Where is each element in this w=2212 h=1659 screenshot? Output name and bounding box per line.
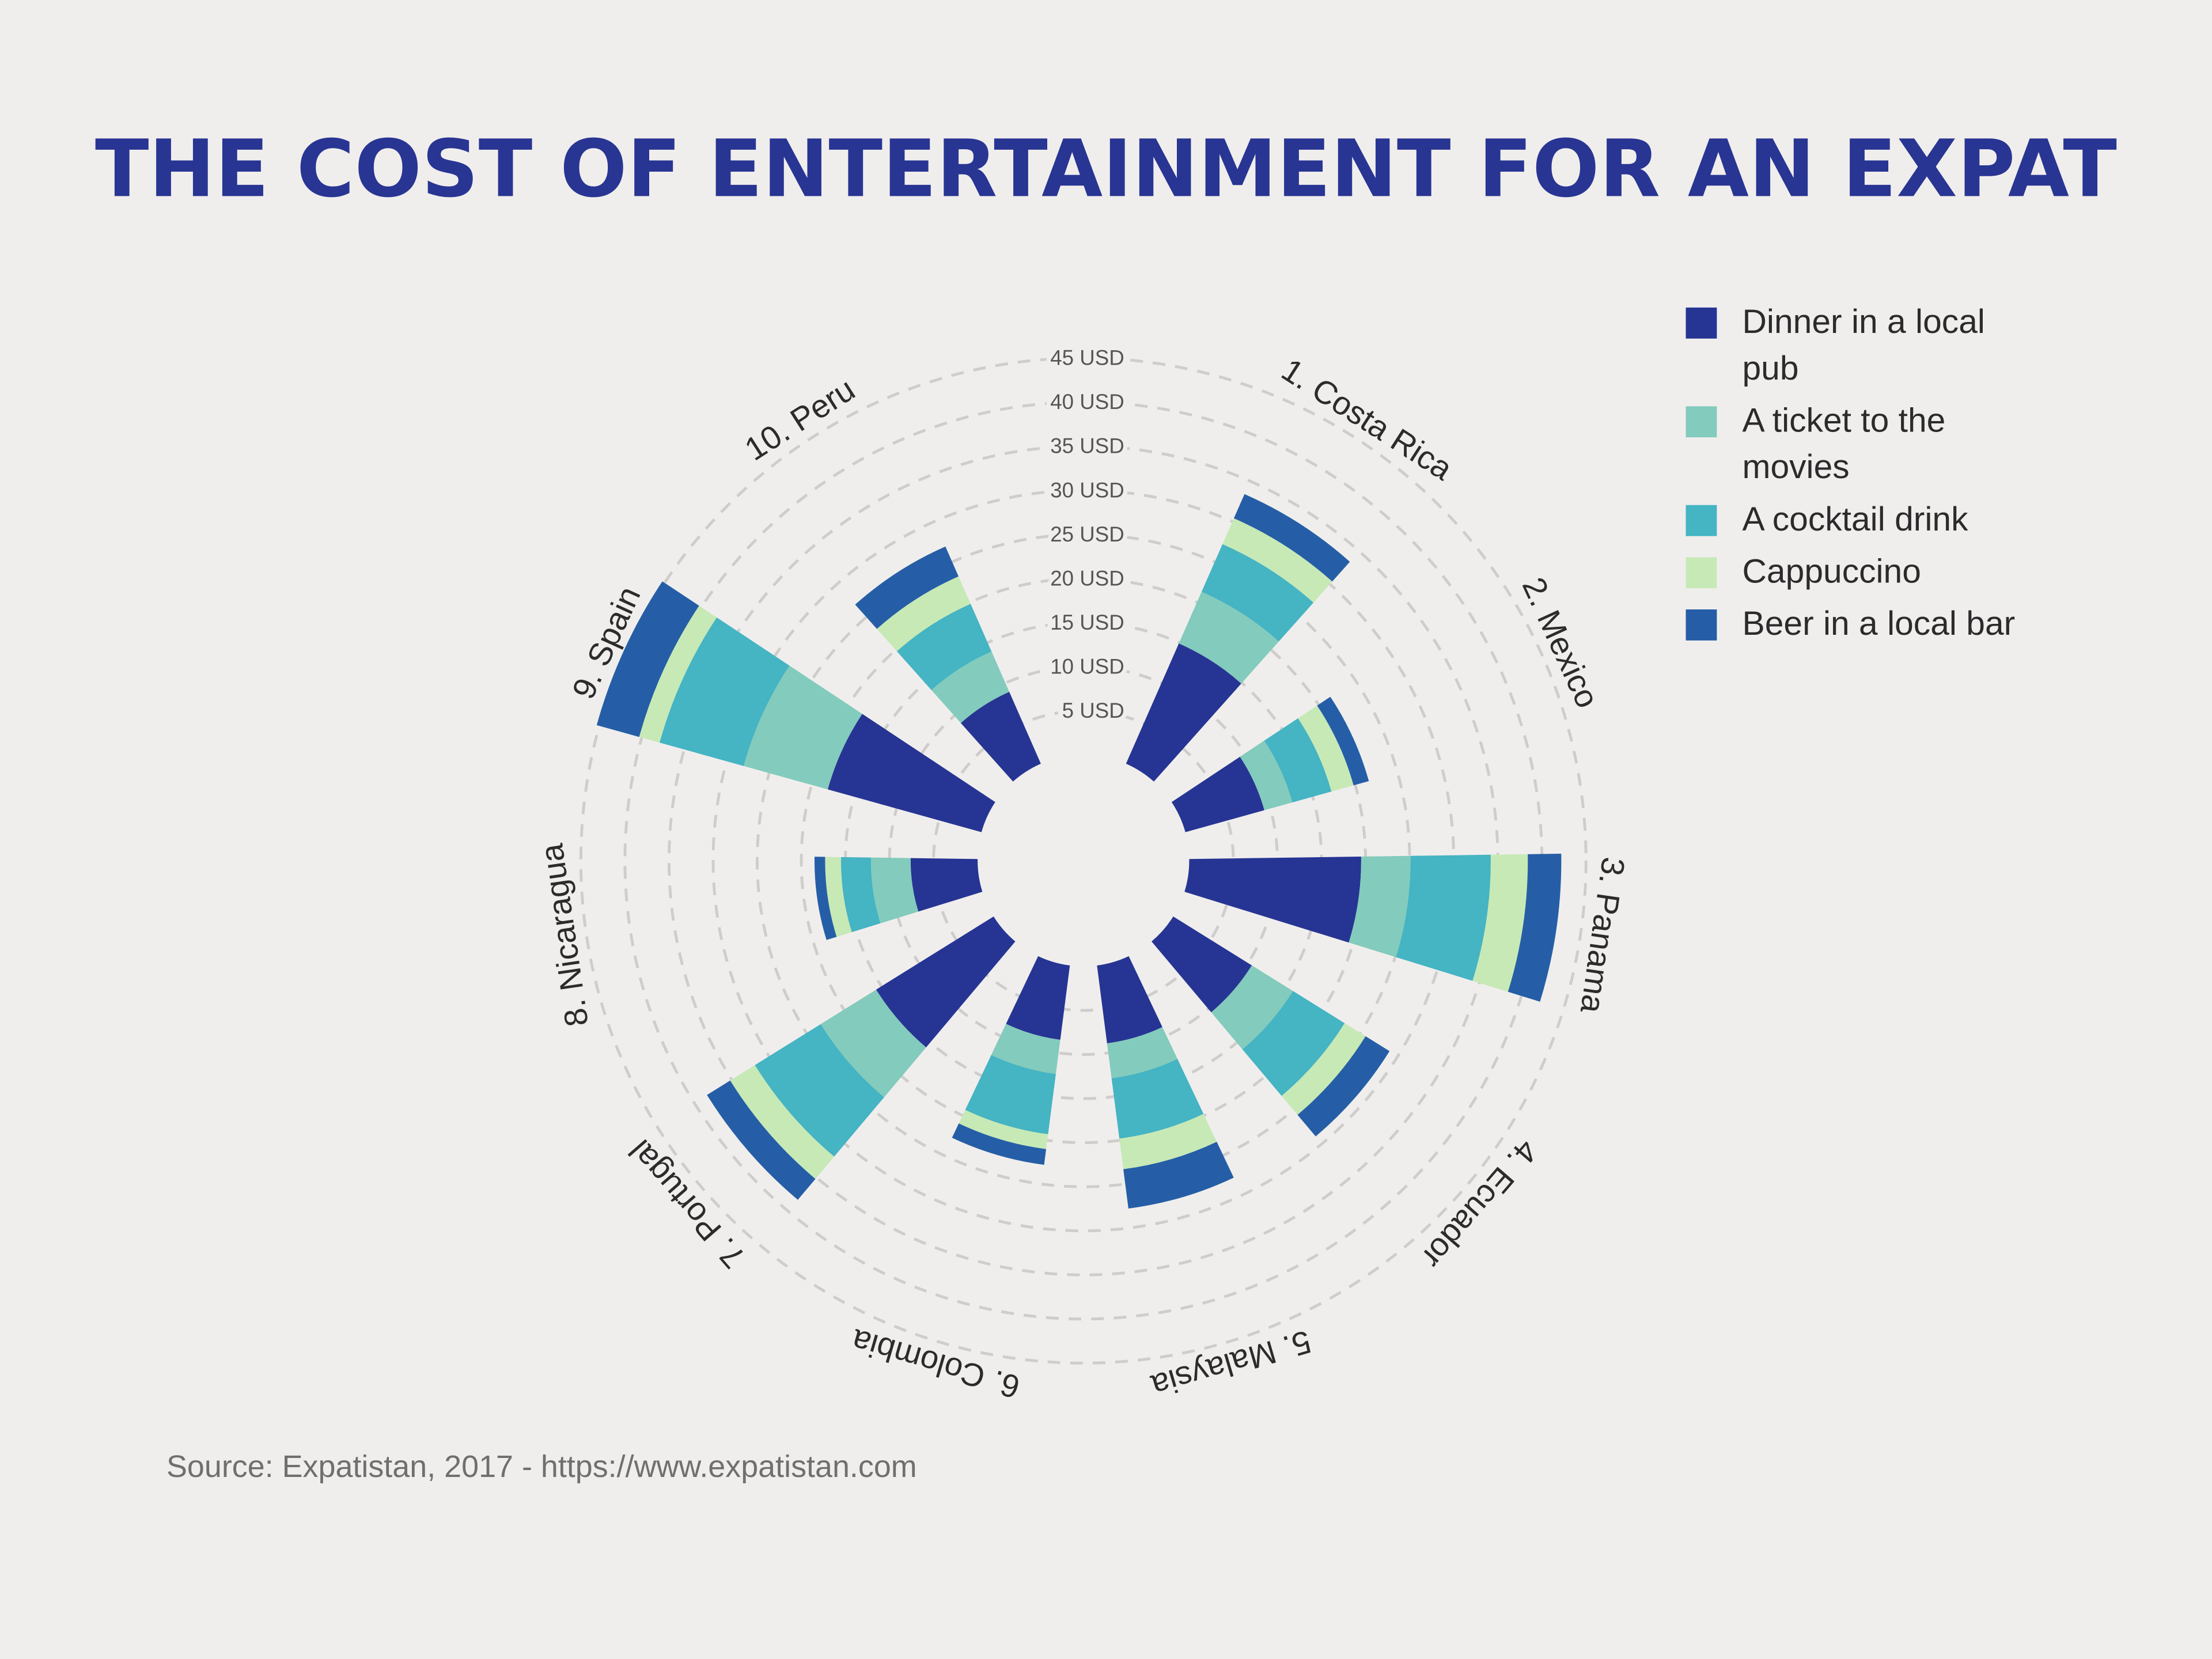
source-note: Source: Expatistan, 2017 - https://www.e… xyxy=(166,1449,917,1484)
bar-segment xyxy=(1184,856,1361,943)
category-label: 7. Portugal xyxy=(622,1133,752,1275)
legend-label: A cocktail drink xyxy=(1742,501,1968,539)
bar-segment xyxy=(814,857,837,940)
bar-segment xyxy=(1119,1113,1217,1169)
legend-item-beer: Beer in a local bar xyxy=(1685,601,2067,647)
bar-segment xyxy=(870,857,919,923)
legend-swatch xyxy=(1685,505,1717,536)
bar-stack xyxy=(814,857,983,940)
category-label: 8. Nicaragua xyxy=(533,841,595,1029)
bar-segment xyxy=(1396,854,1491,981)
bar-segment xyxy=(1171,756,1264,832)
radial-tick-label: 10 USD xyxy=(1050,654,1124,678)
legend-swatch xyxy=(1685,557,1717,589)
bar-segment xyxy=(840,857,881,933)
page-title: THE COST OF ENTERTAINMENT FOR AN EXPAT xyxy=(95,124,2117,216)
bar-segment xyxy=(1126,643,1241,782)
bar-segment xyxy=(825,857,852,937)
bar-segment xyxy=(959,1109,1048,1149)
bar-stack xyxy=(855,546,1041,782)
bar-segment xyxy=(1317,696,1369,786)
bar-segment xyxy=(1508,854,1562,1002)
legend-item-dinner: Dinner in a local pub xyxy=(1685,299,2067,392)
legend: Dinner in a local pub A ticket to the mo… xyxy=(1685,299,2067,653)
legend-item-cocktail: A cocktail drink xyxy=(1685,497,2067,543)
bar-segment xyxy=(877,576,971,652)
bar-segment xyxy=(991,1024,1060,1074)
bar-segment xyxy=(596,581,699,737)
radial-tick-label: 25 USD xyxy=(1050,522,1124,546)
legend-label: Dinner in a local pub xyxy=(1742,303,1985,388)
legend-item-movies: A ticket to the movies xyxy=(1685,398,2067,491)
category-label: 5. Malaysia xyxy=(1147,1324,1315,1405)
bar-segment xyxy=(659,617,790,766)
bar-stack xyxy=(952,956,1070,1165)
bars xyxy=(596,494,1562,1209)
bar-segment xyxy=(1281,1023,1366,1115)
bar-segment xyxy=(827,714,995,832)
bar-segment xyxy=(855,546,959,629)
radial-tick-labels: 5 USD 10 USD 15 USD 20 USD 25 USD 30 USD 35 US… xyxy=(1046,342,1128,726)
radial-tick-label: 20 USD xyxy=(1050,566,1124,590)
bar-segment xyxy=(1107,1027,1178,1078)
bar-segment xyxy=(707,1080,816,1200)
bar-stack xyxy=(1126,494,1350,782)
bar-segment xyxy=(1123,1142,1234,1209)
bar-segment xyxy=(1006,956,1070,1040)
bar-segment xyxy=(896,604,992,691)
bar-stack xyxy=(1171,696,1369,832)
bar-stack xyxy=(1152,916,1390,1137)
radial-tick-label: 5 USD xyxy=(1062,699,1124,722)
bar-segment xyxy=(1349,855,1411,957)
category-label: 1. Costa Rica xyxy=(1275,351,1459,487)
bar-segment xyxy=(1472,854,1528,992)
bar-stack xyxy=(1184,854,1562,1002)
bar-segment xyxy=(1264,718,1332,802)
legend-label: Cappuccino xyxy=(1742,553,1921,592)
bar-segment xyxy=(1240,740,1293,810)
bar-segment xyxy=(1297,1036,1390,1137)
bar-segment xyxy=(1233,494,1350,582)
bar-segment xyxy=(931,651,1010,724)
bar-segment xyxy=(1298,705,1354,792)
bar-stack xyxy=(707,916,1016,1200)
bar-segment xyxy=(1097,956,1162,1044)
bar-segment xyxy=(1152,916,1252,1013)
legend-swatch xyxy=(1685,406,1717,438)
radial-tick-label: 30 USD xyxy=(1050,478,1124,502)
bar-segment xyxy=(1111,1059,1204,1139)
bar-segment xyxy=(965,1055,1056,1135)
bar-segment xyxy=(743,665,862,790)
legend-label: Beer in a local bar xyxy=(1742,605,2016,643)
bar-segment xyxy=(1222,518,1332,603)
bar-segment xyxy=(1211,965,1293,1050)
category-label: 6. Colombia xyxy=(847,1322,1024,1406)
legend-swatch xyxy=(1685,307,1717,339)
bar-segment xyxy=(730,1065,835,1179)
bar-segment xyxy=(639,605,717,743)
category-label: 3. Panama xyxy=(1574,855,1632,1016)
radial-tick-label: 35 USD xyxy=(1050,434,1124,458)
category-label: 2. Mexico xyxy=(1516,572,1606,713)
bar-segment xyxy=(1242,991,1345,1096)
bar-segment xyxy=(960,692,1041,782)
bar-segment xyxy=(952,1123,1047,1165)
radial-tick-label: 15 USD xyxy=(1050,611,1124,634)
legend-item-cappuccino: Cappuccino xyxy=(1685,549,2067,596)
radial-tick-label: 40 USD xyxy=(1050,390,1124,414)
bar-segment xyxy=(876,916,1016,1048)
radial-tick-label: 45 USD xyxy=(1050,346,1124,370)
legend-label: A ticket to the movies xyxy=(1742,402,1946,487)
bar-segment xyxy=(820,989,926,1097)
bar-stack xyxy=(1097,956,1234,1209)
bar-segment xyxy=(1179,592,1279,684)
bar-segment xyxy=(755,1024,884,1157)
legend-swatch xyxy=(1685,609,1717,641)
bar-stack xyxy=(596,581,995,832)
bar-segment xyxy=(910,858,983,912)
bar-segment xyxy=(1201,544,1314,642)
category-label: 10. Peru xyxy=(738,371,861,468)
